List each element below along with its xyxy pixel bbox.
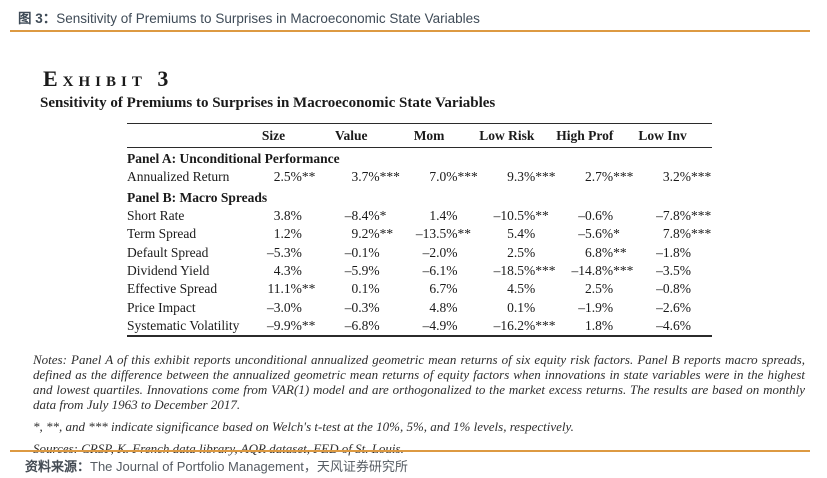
table-row: Effective Spread 11.1%** 0.1% 6.7% 4.5% 2.5% –… <box>127 280 712 298</box>
row-label: Annualized Return <box>127 169 230 185</box>
table-cell: –9.9%** <box>266 318 316 334</box>
table-cell: –6.8% <box>344 318 380 334</box>
table-cell: –5.6%* <box>578 226 620 242</box>
table-container: Size Value Mom Low Risk High Prof Low Inv Pane… <box>127 123 805 338</box>
table-cell: 6.7% <box>429 281 458 297</box>
significance-note: *, **, and *** indicate significance bas… <box>33 419 574 435</box>
table-cell: –3.0% <box>266 299 302 315</box>
column-header: High Prof <box>556 123 635 148</box>
data-source-caption: 资料来源：The Journal of Portfolio Management… <box>25 456 408 475</box>
table-row: Price Impact –3.0% –0.3% 4.8% 0.1% –1.9% –2.6% <box>127 299 712 317</box>
table-cell: 1.4% <box>429 207 458 223</box>
exhibit-table: Size Value Mom Low Risk High Prof Low Inv Pane… <box>127 123 712 338</box>
row-label-header <box>127 123 246 148</box>
table-cell: 7.0%*** <box>429 169 478 185</box>
table-cell: 2.5% <box>584 281 614 297</box>
exhibit-title: Exhibit 3 <box>43 66 174 91</box>
column-header: Low Inv <box>634 123 712 148</box>
table-cell: 9.2%** <box>351 226 394 242</box>
table-cell: –0.8% <box>656 281 691 297</box>
column-header: Size <box>245 123 323 148</box>
panel-header-label: Panel A: Unconditional Performance <box>127 151 340 166</box>
table-cell: –2.0% <box>422 244 458 260</box>
figure-caption: 图 3：Sensitivity of Premiums to Surprises… <box>18 7 480 27</box>
table-cell: 7.8%*** <box>662 226 712 242</box>
table-cell: –4.9% <box>422 318 458 334</box>
table-cell: –8.4%* <box>344 207 387 223</box>
table-cell: 0.1% <box>351 281 380 297</box>
table-cell: –16.2%*** <box>493 318 556 334</box>
table-cell: –0.3% <box>344 299 380 315</box>
column-header: Value <box>322 123 401 148</box>
row-label: Dividend Yield <box>127 263 210 279</box>
row-label: Short Rate <box>127 207 185 223</box>
table-cell: 2.7%*** <box>584 169 634 185</box>
table-cell: 0.1% <box>507 299 536 315</box>
row-label: Systematic Volatility <box>127 318 240 334</box>
panel-header-label: Panel B: Macro Spreads <box>127 189 268 205</box>
table-cell: –1.9% <box>578 299 614 315</box>
table-cell: 11.1%** <box>267 281 316 297</box>
table-cell: –18.5%*** <box>493 263 556 279</box>
table-row: Term Spread 1.2% 9.2%** –13.5%** 5.4% –5.6%* 7… <box>127 225 712 243</box>
panel-header-row: Panel A: Unconditional Performance <box>127 148 712 169</box>
table-cell: 2.5%** <box>273 169 316 185</box>
table-row: Dividend Yield 4.3% –5.9% –6.1% –18.5%*** –14… <box>127 262 712 280</box>
column-header: Low Risk <box>478 123 557 148</box>
table-cell: –10.5%** <box>493 207 549 223</box>
table-row: Annualized Return 2.5%** 3.7%*** 7.0%*** 9.3… <box>127 168 712 186</box>
table-cell: –5.9% <box>344 263 380 279</box>
table-cell: –0.1% <box>344 244 380 260</box>
column-header: Mom <box>400 123 479 148</box>
table-cell: 9.3%*** <box>507 169 556 185</box>
row-label: Term Spread <box>127 226 197 242</box>
table-cell: –4.6% <box>656 318 691 334</box>
exhibit-panel: Exhibit 3 Sensitivity of Premiums to Sur… <box>33 58 805 457</box>
top-divider-line <box>10 30 810 32</box>
table-cell: 4.5% <box>507 281 536 297</box>
table-cell: –7.8%*** <box>656 207 712 223</box>
exhibit-subtitle: Sensitivity of Premiums to Surprises in … <box>40 95 496 111</box>
data-source-text: The Journal of Portfolio Management，天风证券… <box>90 459 408 474</box>
table-cell: –6.1% <box>422 263 458 279</box>
table-row: Systematic Volatility –9.9%** –6.8% –4.9% –1… <box>127 317 712 336</box>
data-source-label: 资料来源： <box>25 459 91 474</box>
table-cell: –5.3% <box>266 244 302 260</box>
table-cell: 5.4% <box>507 226 536 242</box>
figure-caption-label: 图 3： <box>18 11 57 26</box>
table-cell: 2.5% <box>507 244 536 260</box>
table-cell: 6.8%** <box>584 244 627 260</box>
table-cell: –3.5% <box>656 263 691 279</box>
table-cell: 4.3% <box>273 263 302 279</box>
table-cell: –13.5%** <box>415 226 471 242</box>
table-row: Short Rate 3.8% –8.4%* 1.4% –10.5%** –0.6% –7.… <box>127 207 712 225</box>
table-cell: 1.8% <box>584 318 614 334</box>
figure-caption-title: Sensitivity of Premiums to Surprises in … <box>56 11 480 26</box>
table-cell: 3.2%*** <box>662 169 712 185</box>
table-cell: –2.6% <box>656 299 691 315</box>
bottom-divider-line <box>10 450 810 452</box>
table-row: Default Spread –5.3% –0.1% –2.0% 2.5% 6.8%** –… <box>127 244 712 262</box>
table-header-row: Size Value Mom Low Risk High Prof Low Inv <box>127 123 712 148</box>
notes-paragraph: Notes: Panel A of this exhibit reports u… <box>33 352 805 413</box>
table-cell: –0.6% <box>578 207 614 223</box>
table-cell: –1.8% <box>656 244 691 260</box>
sources-note: Sources: CRSP, K. French data library, A… <box>33 441 404 457</box>
table-cell: 3.8% <box>273 207 302 223</box>
panel-header-row: Panel B: Macro Spreads <box>127 187 712 207</box>
table-cell: 1.2% <box>273 226 302 242</box>
row-label: Default Spread <box>127 244 209 260</box>
row-label: Price Impact <box>127 299 196 315</box>
table-cell: 4.8% <box>429 299 458 315</box>
table-cell: 3.7%*** <box>351 169 400 185</box>
table-cell: –14.8%*** <box>571 263 634 279</box>
row-label: Effective Spread <box>127 281 218 297</box>
